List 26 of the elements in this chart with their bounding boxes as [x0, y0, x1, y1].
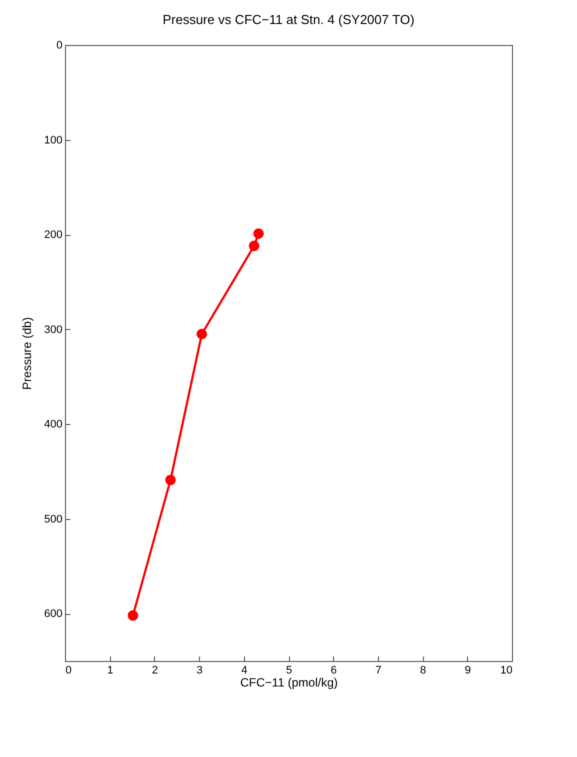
point — [196, 328, 208, 340]
x-tick-label: 3 — [196, 664, 203, 676]
y-tick-label: 200 — [44, 229, 62, 242]
y-tick-label: 600 — [44, 608, 62, 620]
x-tick-label: 9 — [464, 664, 471, 676]
x-tick-label: 1 — [107, 664, 114, 676]
y-tick-label: 300 — [44, 324, 62, 336]
y-axis-title: Pressure (db) — [20, 317, 34, 390]
x-tick-label: 10 — [500, 664, 512, 676]
y-tick-label: 400 — [44, 418, 62, 431]
chart-title: Pressure vs CFC−11 at Stn. 4 (SY2007 TO) — [162, 12, 414, 27]
x-tick-label: 8 — [420, 664, 426, 676]
y-tick-label: 0 — [56, 40, 62, 52]
y-tick-label: 100 — [44, 134, 62, 146]
point — [165, 474, 176, 486]
x-tick-label: 5 — [286, 664, 292, 676]
x-tick-label: 2 — [152, 664, 158, 676]
point — [253, 228, 264, 239]
y-tick-label: 500 — [44, 513, 62, 526]
x-tick-label: 7 — [375, 664, 382, 676]
point — [248, 240, 260, 252]
x-tick-label: 4 — [241, 664, 248, 676]
x-axis-title: CFC−11 (pmol/kg) — [240, 676, 338, 690]
point — [128, 610, 138, 621]
x-tick-label: 0 — [66, 664, 72, 676]
x-tick-label: 6 — [330, 664, 337, 676]
